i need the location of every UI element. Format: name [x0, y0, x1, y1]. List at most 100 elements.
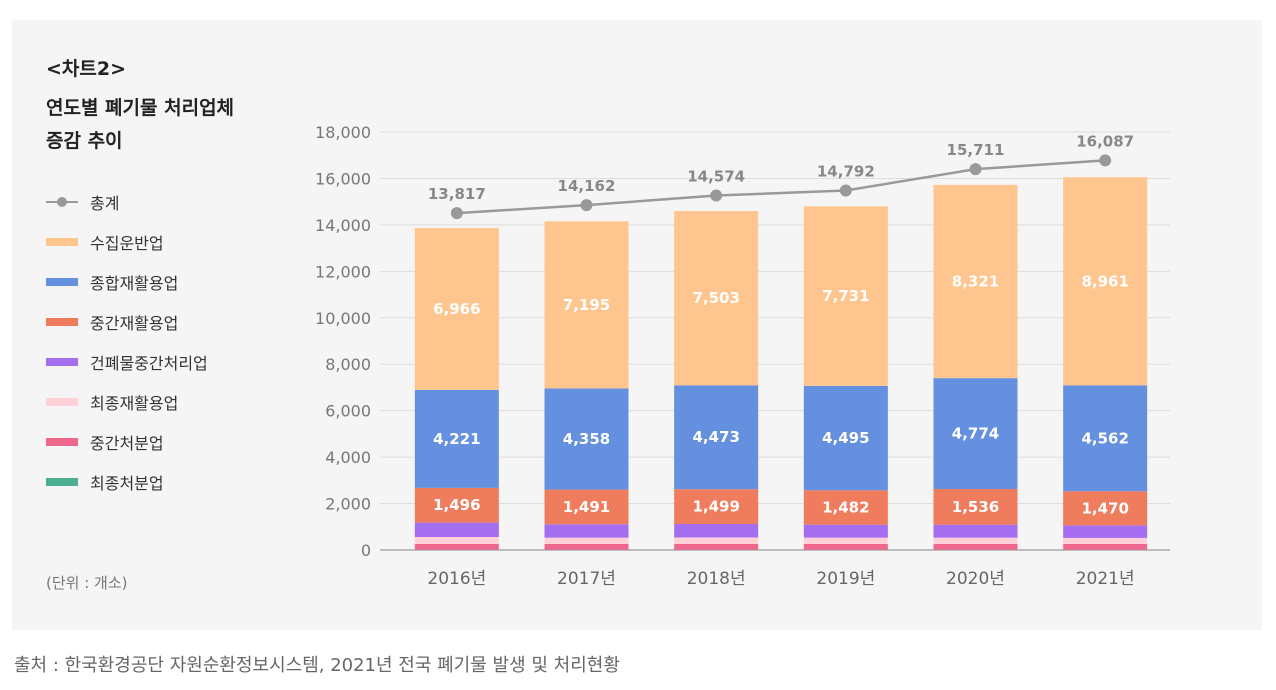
segment-value-label: 6,966 [433, 300, 480, 318]
segment-value-label: 7,731 [822, 287, 869, 305]
bar-layer [414, 177, 1148, 550]
y-tick-label: 0 [361, 541, 371, 560]
unit-label: (단위 : 개소) [46, 574, 128, 592]
bar-segment [544, 388, 629, 490]
bar-segment [414, 389, 499, 488]
bar-segment [414, 522, 499, 537]
total-value-label: 16,087 [1076, 132, 1134, 150]
chart-title-line-2: 증감 추이 [46, 130, 123, 152]
segment-value-label: 1,499 [692, 498, 739, 516]
legend-label: 건폐물중간처리업 [90, 354, 208, 373]
total-point [710, 189, 723, 202]
legend-swatch [46, 238, 78, 246]
segment-value-label: 1,482 [822, 498, 869, 516]
segment-value-label: 1,536 [952, 498, 999, 516]
segment-value-label: 4,774 [952, 425, 999, 443]
segment-value-label: 1,470 [1081, 499, 1128, 517]
bar-segment [1063, 177, 1148, 386]
legend-item: 수집운반업 [46, 222, 208, 262]
bar-segment [803, 385, 888, 491]
bar-segment [414, 487, 499, 523]
legend-swatch [46, 478, 78, 486]
legend-label: 최종재활용업 [90, 394, 179, 413]
bar-segment [803, 206, 888, 386]
y-tick-label: 18,000 [315, 123, 371, 142]
legend-swatch [46, 318, 78, 326]
bar-segment [674, 543, 759, 550]
x-tick-label: 2020년 [946, 569, 1005, 589]
total-point [450, 207, 463, 220]
bar-segment [674, 489, 759, 524]
bar-segment [933, 378, 1018, 490]
total-value-label: 14,574 [687, 168, 745, 186]
legend-label: 종합재활용업 [90, 274, 179, 293]
bar-segment [674, 537, 759, 544]
legend-label: 중간처분업 [90, 434, 164, 453]
bar-segment [803, 524, 888, 538]
bar-segment [933, 537, 1018, 544]
segment-value-label: 7,195 [563, 296, 610, 314]
bar-segment [674, 385, 759, 490]
bar-segment [933, 543, 1018, 550]
bar-segment [1063, 525, 1148, 538]
x-tick-label: 2016년 [427, 569, 486, 589]
y-tick-label: 16,000 [315, 169, 371, 188]
x-tick-label: 2018년 [687, 569, 746, 589]
legend-item-total: 총계 [46, 182, 208, 222]
chart-title-line-1: 연도별 폐기물 처리업체 [46, 97, 235, 119]
segment-value-label: 1,496 [433, 496, 480, 514]
legend-item: 종합재활용업 [46, 262, 208, 302]
bar-segment [544, 489, 629, 525]
y-tick-label: 14,000 [315, 216, 371, 235]
y-tick-label: 8,000 [325, 355, 371, 374]
bar-segment [1063, 543, 1148, 550]
segment-value-label: 4,495 [822, 429, 869, 447]
segment-value-label: 4,473 [692, 428, 739, 446]
chart-label: <차트2> [46, 58, 127, 80]
bar-segment [1063, 537, 1148, 544]
bar-segment [803, 537, 888, 544]
y-tick-label: 10,000 [315, 309, 371, 328]
bar-segment [414, 536, 499, 544]
y-tick-label: 2,000 [325, 495, 371, 514]
bar-segment [1063, 385, 1148, 492]
total-value-label: 15,711 [947, 141, 1005, 159]
legend-label: 수집운반업 [90, 234, 164, 253]
bar-segment [544, 221, 629, 389]
legend-swatch [46, 278, 78, 286]
chart-legend: 총계 수집운반업 종합재활용업 중간재활용업 건폐물중간처리업 최종재활용업 중… [46, 182, 208, 502]
legend-label: 최종처분업 [90, 474, 164, 493]
segment-value-label: 4,221 [433, 430, 480, 448]
legend-item: 중간재활용업 [46, 302, 208, 342]
total-value-label: 13,817 [428, 185, 486, 203]
bar-segment [544, 537, 629, 544]
total-point [1099, 154, 1112, 167]
bar-segment [414, 543, 499, 550]
segment-value-label: 8,321 [952, 273, 999, 291]
x-tick-label: 2017년 [557, 569, 616, 589]
chart-panel [12, 20, 1262, 630]
segment-value-label: 7,503 [692, 289, 739, 307]
bar-segment [544, 543, 629, 550]
legend-item: 건폐물중간처리업 [46, 342, 208, 382]
y-tick-label: 12,000 [315, 262, 371, 281]
legend-swatch [46, 358, 78, 366]
legend-label: 총계 [90, 194, 120, 213]
bar-segment [674, 523, 759, 538]
bar-segment [933, 524, 1018, 538]
source-note: 출처 : 한국환경공단 자원순환정보시스템, 2021년 전국 폐기물 발생 및… [14, 655, 620, 676]
bar-segment [1063, 491, 1148, 526]
y-tick-label: 4,000 [325, 448, 371, 467]
legend-item: 최종처분업 [46, 462, 208, 502]
x-tick-label: 2019년 [816, 569, 875, 589]
segment-value-label: 8,961 [1081, 272, 1128, 290]
bar-segment [803, 543, 888, 550]
segment-value-label: 1,491 [563, 498, 610, 516]
legend-label: 중간재활용업 [90, 314, 179, 333]
legend-item: 중간처분업 [46, 422, 208, 462]
legend-swatch [46, 398, 78, 406]
bar-segment [414, 228, 499, 390]
bar-segment [803, 490, 888, 525]
legend-item: 최종재활용업 [46, 382, 208, 422]
